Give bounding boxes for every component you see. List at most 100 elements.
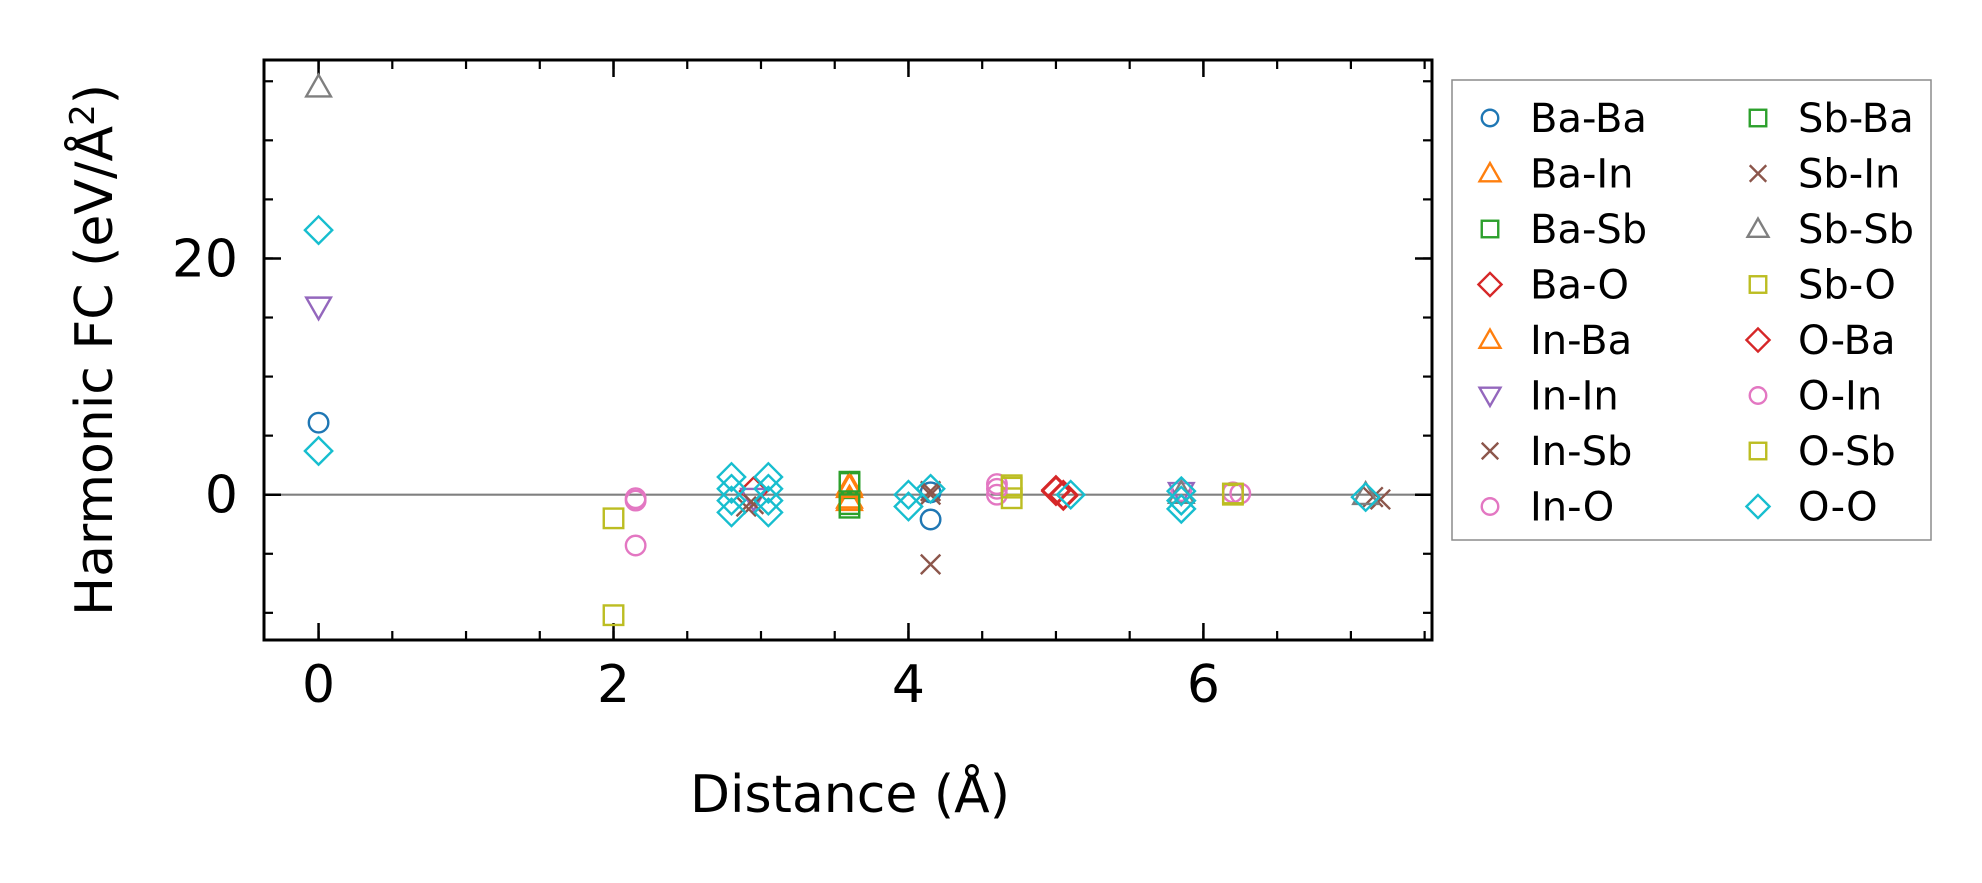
data-point-in-sb [919,480,942,502]
data-point-in-o [624,534,647,557]
data-point-o-o [1165,475,1197,507]
y-tick-label: 0 [205,466,238,526]
data-point-o-sb [1221,482,1244,505]
x-tick-label: 0 [302,655,335,715]
legend-item-sb-ba: Sb-Ba [1748,96,1914,142]
legend-item-in-in: In-In [1477,374,1619,420]
legend-frame [1451,79,1932,541]
data-point-o-o [303,435,334,467]
legend-marker [1748,275,1768,294]
legend-label: Sb-O [1798,263,1896,309]
series-o-sb [1000,476,1244,505]
series-sb-sb [304,72,1381,506]
y-axis-label-main: Harmonic FC (eV/Å [63,125,125,616]
data-point-in-ba [835,483,864,509]
data-point-ba-ba [919,508,942,531]
series-in-in [304,296,1196,514]
y-axis-label-close: ) [65,84,125,104]
legend-marker [1748,386,1768,405]
y-axis-label: Harmonic FC (eV/Å2) [63,84,125,616]
data-point-sb-sb [1351,479,1381,506]
data-point-o-o [716,461,747,493]
legend-label: In-In [1530,374,1619,420]
legend-label: Sb-Sb [1798,207,1914,253]
data-point-sb-ba [838,470,861,493]
legend-item-sb-sb: Sb-Sb [1745,207,1914,253]
data-point-o-o [915,473,946,505]
data-point-o-o [753,485,784,516]
legend-label: O-O [1798,485,1878,531]
data-point-o-o [753,497,784,528]
data-point-in-ba [835,472,864,499]
legend-label: Ba-Ba [1530,96,1647,142]
data-point-o-o [303,214,334,246]
series-o-o [303,214,1381,528]
data-point-sb-o [602,604,625,627]
legend-marker [1748,164,1768,183]
legend-marker [1744,493,1772,520]
axes: 0 2 4 6 0 20 [172,60,1432,715]
legend-item-o-in: O-In [1748,374,1882,420]
data-point-in-sb [919,553,942,575]
legend-marker [1480,108,1500,128]
data-point-o-o [716,473,747,505]
legend-label: Ba-In [1530,152,1634,198]
data-point-o-sb [1000,476,1023,499]
legend-marker [1480,441,1500,461]
legend-label: In-Ba [1530,318,1632,364]
legend-item-ba-o: Ba-O [1476,263,1629,309]
y-axis-label-superscript: 2 [63,104,103,126]
data-point-o-o [1165,493,1197,525]
series-sb-ba [838,470,861,516]
legend-item-o-o: O-O [1744,485,1878,531]
legend-item-ba-sb: Ba-Sb [1480,207,1647,253]
data-point-o-o [1165,485,1197,516]
legend-marker [1480,219,1500,239]
legend-marker [1477,160,1503,183]
data-point-in-sb [743,493,765,515]
plot-frame [262,58,1434,642]
data-point-o-o [753,473,784,505]
data-point-in-in [304,296,333,322]
legend-marker [1745,216,1771,239]
legend-marker [1748,108,1768,128]
data-point-o-o [716,485,747,516]
legend-item-in-sb: In-Sb [1480,429,1632,475]
legend-item-in-ba: In-Ba [1477,318,1632,364]
legend-marker [1748,441,1768,461]
legend-marker [1477,386,1503,409]
data-point-o-o [753,461,784,493]
legend-marker [1480,497,1500,516]
data-point-o-in [985,477,1008,500]
legend-marker [1744,326,1772,354]
data-point-sb-o [602,507,625,530]
legend: Ba-Ba Ba-In Ba-Sb Ba-O In-Ba In-In In-Sb In-O Sb… [1451,79,1932,541]
legend-label: Sb-Ba [1798,96,1914,142]
x-tick-label: 6 [1187,655,1220,715]
data-point-sb-in [919,484,942,506]
data-point-o-o [1055,479,1087,511]
data-point-o-o [716,497,747,528]
y-tick-label: 20 [172,229,238,289]
x-tick-label: 4 [892,655,925,715]
legend-item-in-o: In-O [1480,485,1614,531]
legend-label: Ba-Sb [1530,207,1647,253]
legend-marker [1476,271,1504,298]
series-in-ba [835,472,864,509]
legend-label: O-Sb [1798,429,1896,475]
legend-item-ba-ba: Ba-Ba [1480,96,1647,142]
legend-label: In-O [1530,485,1614,531]
legend-label: O-In [1798,374,1882,420]
legend-item-sb-o: Sb-O [1748,263,1896,309]
data-point-sb-in [735,495,757,518]
data-point-o-o [893,491,924,522]
legend-label: In-Sb [1530,429,1632,475]
data-point-sb-sb [304,72,333,98]
legend-item-o-ba: O-Ba [1744,318,1896,364]
data-point-sb-ba [838,493,861,516]
legend-label: Ba-O [1530,263,1629,309]
series-in-sb [743,480,1391,575]
x-axis-label: Distance (Å) [690,763,1010,825]
data-point-o-o [1350,481,1381,513]
legend-label: Sb-In [1798,152,1900,198]
